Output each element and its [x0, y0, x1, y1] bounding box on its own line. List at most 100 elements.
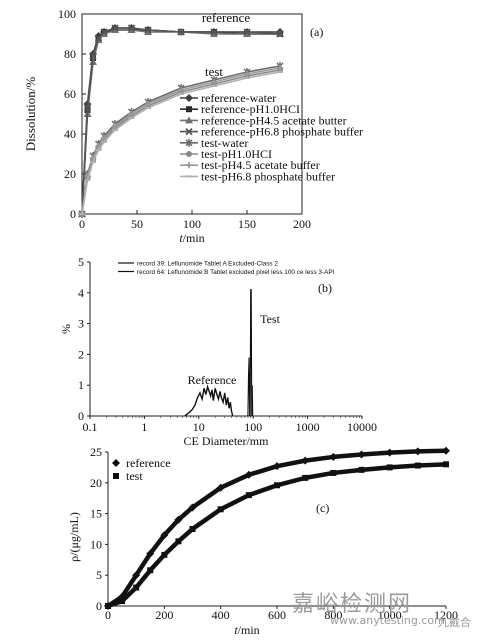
- legend-marker-c: [113, 473, 119, 479]
- x-tick-label-c: 1200: [434, 608, 458, 622]
- panel-label-c: (c): [316, 501, 329, 515]
- y-tick-label-a: 60: [64, 87, 76, 101]
- data-point-c: [302, 474, 309, 481]
- annotation-reference: reference: [202, 10, 251, 25]
- x-tick-label-a: 200: [293, 217, 311, 231]
- data-point-c: [413, 447, 422, 456]
- watermark-url: www.anytesting.com: [330, 614, 445, 627]
- series-line-a: [81, 71, 281, 215]
- annotation-test: test: [205, 64, 223, 79]
- data-point-c: [105, 603, 111, 609]
- x-tick-label-c: 600: [268, 608, 286, 622]
- data-point-a: [100, 28, 108, 36]
- y-tick-label-c: 25: [90, 445, 102, 459]
- data-point-c: [273, 462, 281, 471]
- series-line-c: [106, 448, 447, 608]
- annotation-test-b: Test: [260, 312, 280, 326]
- data-point-c: [189, 526, 196, 532]
- data-point-c: [132, 571, 141, 580]
- x-tick-label-c: 200: [155, 608, 173, 622]
- panel-label-a: (a): [310, 25, 323, 39]
- legend-marker-a: [185, 116, 193, 124]
- series-line-c: [107, 462, 447, 609]
- data-point-c: [160, 531, 169, 540]
- x-tick-label-b: 1000: [296, 420, 320, 434]
- data-point-a: [276, 30, 284, 38]
- y-tick-label-a: 80: [64, 47, 76, 61]
- data-point-c: [147, 567, 154, 574]
- data-point-a: [112, 123, 118, 129]
- legend-marker-a: [185, 127, 193, 136]
- x-tick-label-b: 1: [141, 420, 147, 434]
- x-tick-label-c: 1000: [378, 608, 402, 622]
- data-point-c: [175, 538, 182, 545]
- data-point-c: [301, 456, 310, 465]
- data-point-a: [89, 52, 97, 60]
- data-point-c: [443, 461, 449, 468]
- data-point-c: [217, 506, 224, 513]
- legend-marker-a: [186, 151, 192, 157]
- legend-marker-a: [185, 94, 193, 102]
- y-tick-label-b: 4: [78, 286, 84, 300]
- panel-label-b: (b): [318, 281, 332, 295]
- legend-marker-a: [186, 162, 192, 169]
- legend-label-b: record 64: Leflunomide B Tablet excluded…: [137, 269, 335, 276]
- data-point-a: [83, 104, 92, 112]
- x-tick-label-c: 400: [212, 608, 230, 622]
- data-point-c: [146, 549, 155, 558]
- x-tick-label-b: 100: [244, 420, 262, 434]
- y-tick-label-c: 5: [96, 568, 102, 582]
- data-point-c: [174, 515, 183, 524]
- series-line-a: [81, 27, 281, 215]
- legend-label-a: reference-water: [201, 91, 276, 105]
- y-tick-label-c: 20: [90, 476, 102, 490]
- data-point-c: [329, 452, 338, 461]
- x-tick-label-a: 150: [238, 217, 256, 231]
- x-tick-label-a: 100: [183, 217, 201, 231]
- data-point-a: [178, 87, 184, 93]
- data-point-c: [188, 503, 197, 512]
- data-point-a: [127, 24, 136, 32]
- legend-label-c: reference: [126, 456, 171, 470]
- data-point-c: [245, 492, 252, 499]
- legend-label-a: test-pH6.8 phosphate buffer: [201, 169, 335, 183]
- data-point-a: [243, 28, 251, 36]
- y-tick-label-a: 20: [64, 167, 76, 181]
- y-tick-label-b: 1: [78, 378, 84, 392]
- legend-label-a: reference-pH6.8 phosphate buffer: [201, 125, 363, 139]
- annotation-reference-b: Reference: [188, 373, 237, 387]
- y-tick-label-b: 2: [78, 347, 84, 361]
- data-point-a: [145, 101, 151, 107]
- x-tick-label-b: 10000: [347, 420, 377, 434]
- data-point-c: [133, 584, 140, 591]
- legend-marker-a: [185, 138, 193, 147]
- data-point-c: [358, 466, 365, 473]
- x-axis-label-a: t/min: [179, 231, 204, 245]
- data-point-c: [330, 469, 337, 476]
- y-tick-label-a: 40: [64, 127, 76, 141]
- panel-c: 0 200 400 600 800 1000 1200 0 5 10 15 20 25 t/min ρ/(μ…: [67, 445, 458, 637]
- legend-label-a: reference-pH4.5 acetate butter: [201, 113, 347, 127]
- y-axis-label-a: Dissolution/%: [23, 77, 38, 152]
- legend-label-a: test-water: [201, 136, 248, 150]
- data-point-c: [357, 450, 366, 459]
- legend-label-b: record 39: Leflunomide Tablet A Excluded…: [137, 261, 278, 268]
- y-tick-label-b: 0: [78, 409, 84, 423]
- y-axis-label-b: %: [59, 324, 73, 334]
- data-point-c: [414, 462, 421, 469]
- legend-marker-a: [186, 106, 192, 113]
- data-point-a: [101, 135, 107, 141]
- data-point-c: [385, 448, 394, 457]
- y-tick-label-a: 100: [58, 7, 76, 21]
- data-point-c: [216, 483, 225, 492]
- x-tick-label-c: 0: [105, 608, 111, 622]
- legend-label-a: test-pH4.5 acetate buffer: [201, 158, 320, 172]
- x-tick-label-c: 800: [324, 608, 342, 622]
- data-point-c: [244, 470, 253, 479]
- data-point-c: [386, 464, 393, 471]
- data-point-a: [144, 26, 152, 34]
- y-tick-label-c: 10: [90, 537, 102, 551]
- legend-label-a: reference-pH1.0HCI: [201, 102, 300, 116]
- series-line-b: [184, 384, 234, 417]
- x-tick-label-a: 0: [79, 217, 85, 231]
